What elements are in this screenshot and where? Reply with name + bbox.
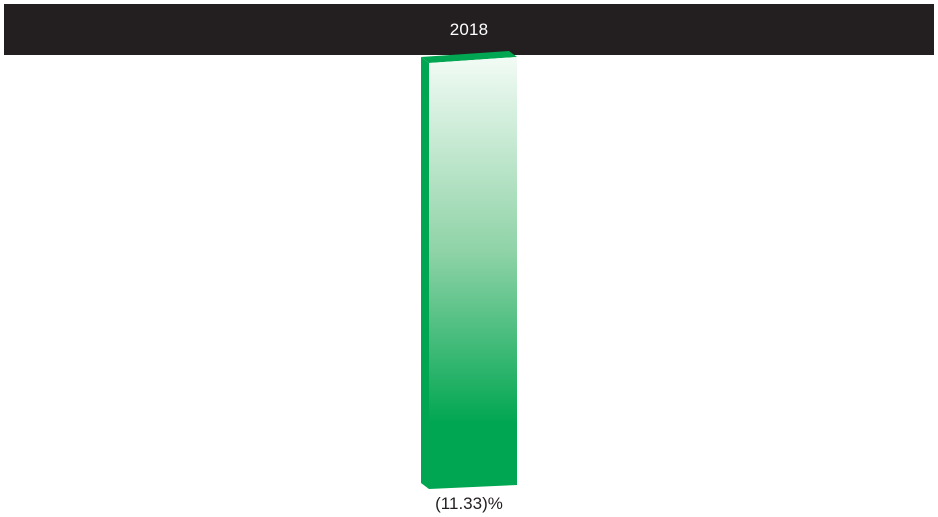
- bar-side-2018: [421, 57, 429, 489]
- category-header-bar: [4, 4, 934, 55]
- bars-layer: [421, 51, 517, 489]
- bar-2018: [429, 57, 517, 489]
- category-label-2018: 2018: [449, 20, 489, 39]
- bar-top-2018: [421, 51, 517, 63]
- data-label-2018: (11.33)%: [435, 494, 503, 513]
